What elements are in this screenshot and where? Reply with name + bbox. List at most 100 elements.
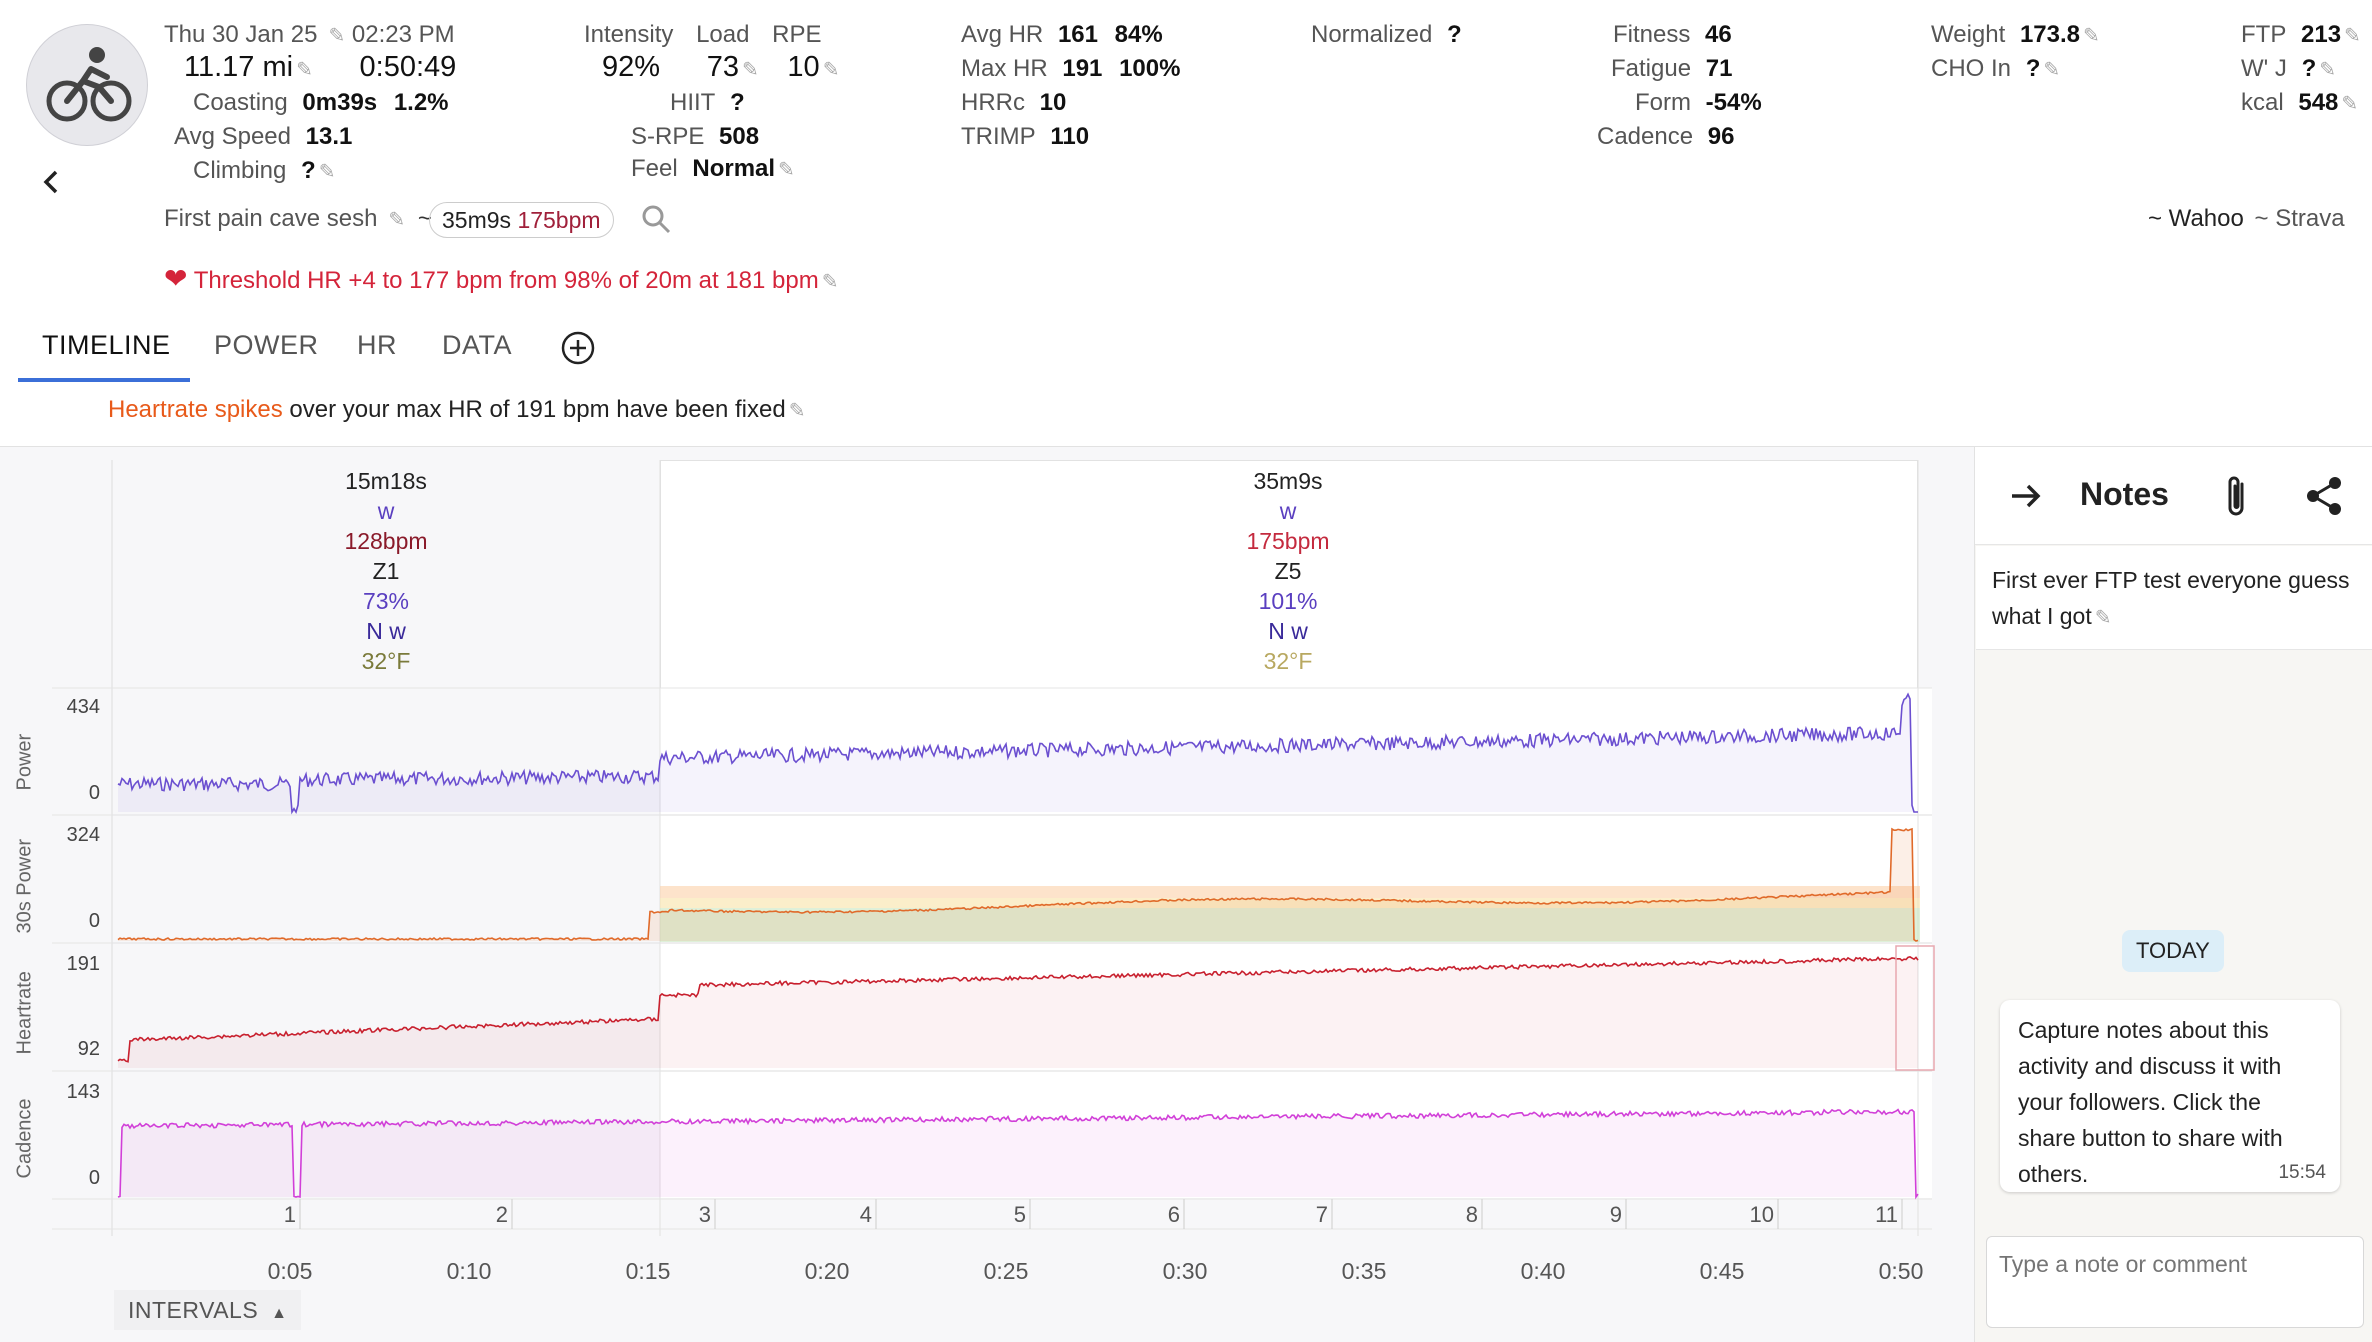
tab-hr[interactable]: HR <box>357 330 397 360</box>
interval-label[interactable]: 1 <box>283 1202 296 1227</box>
seg2-power: w <box>1279 498 1297 524</box>
fatigue-label: Fatigue <box>1611 55 1692 82</box>
avg-hr-pct: 84% <box>1114 21 1163 48</box>
feel-value: Normal <box>692 155 776 182</box>
divider <box>0 446 2372 447</box>
seg2-pct: 101% <box>1258 588 1318 614</box>
interval-label[interactable]: 9 <box>1609 1202 1622 1227</box>
cadence-series-line <box>117 1108 1919 1200</box>
avg-hr-value: 161 <box>1057 21 1098 48</box>
kcal-value: 548 <box>2298 89 2339 116</box>
max-hr-pct: 100% <box>1119 55 1181 82</box>
edit-rpe-icon[interactable]: ✎ <box>822 59 840 81</box>
notes-title: Notes <box>2080 476 2169 512</box>
wj-row: W' J ? ✎ <box>2241 54 2336 85</box>
intensity-label: Intensity <box>584 21 674 48</box>
interval-label[interactable]: 8 <box>1465 1202 1478 1227</box>
edit-kcal-icon[interactable]: ✎ <box>2341 93 2359 115</box>
intensity-values: 92% 73 ✎ 10 ✎ <box>602 52 839 85</box>
segment-2-box[interactable] <box>660 460 1918 688</box>
ftp-row: FTP 213 ✎ <box>2241 20 2361 51</box>
seg2-hr: 175bpm <box>1246 528 1330 554</box>
hrrc-value: 10 <box>1039 89 1067 116</box>
paperclip-icon <box>2228 476 2244 516</box>
search-button[interactable] <box>639 202 673 236</box>
activity-avatar <box>26 24 148 146</box>
max-hr-value: 191 <box>1062 55 1103 82</box>
x-tick-label: 0:35 <box>1341 1258 1387 1284</box>
interval-label[interactable]: 4 <box>859 1202 872 1227</box>
segment-1-box[interactable] <box>112 460 660 688</box>
threshold-alert: ❤ Threshold HR +4 to 177 bpm from 98% of… <box>164 264 838 297</box>
interval-label[interactable]: 11 <box>1875 1202 1898 1227</box>
rpe-value: 10 <box>787 51 820 83</box>
active-tab-indicator <box>18 378 190 382</box>
interval-label[interactable]: 3 <box>698 1202 711 1227</box>
hrrc-label: HRRc <box>961 89 1025 116</box>
note-input-box[interactable] <box>1986 1236 2364 1328</box>
edit-load-icon[interactable]: ✎ <box>741 59 759 81</box>
kcal-row: kcal 548 ✎ <box>2241 88 2358 119</box>
intervals-button[interactable]: INTERVALS ▲ <box>114 1290 302 1330</box>
note-description-box[interactable] <box>1976 546 2372 650</box>
source-wahoo[interactable]: ~ Wahoo <box>2148 205 2244 232</box>
fitness-value: 46 <box>1705 21 1732 48</box>
back-button[interactable] <box>36 166 68 198</box>
x-tick-label: 0:20 <box>804 1258 850 1284</box>
form-label: Form <box>1635 89 1691 116</box>
power-max-tick: 434 <box>66 696 100 718</box>
power-series-line <box>117 692 1918 815</box>
source-strava[interactable]: ~ Strava <box>2254 205 2345 232</box>
weight-value: 173.8 <box>2019 21 2080 48</box>
tab-data[interactable]: DATA <box>442 330 513 360</box>
seg1-hr: 128bpm <box>344 528 428 554</box>
edit-ftp-icon[interactable]: ✎ <box>2344 25 2361 47</box>
edit-date-icon[interactable]: ✎ <box>328 25 346 47</box>
today-badge: TODAY <box>2122 930 2224 972</box>
share-button[interactable] <box>2302 474 2346 518</box>
tab-timeline[interactable]: TIMELINE <box>42 330 171 360</box>
interval-label[interactable]: 10 <box>1749 1202 1774 1227</box>
edit-notice-icon[interactable]: ✎ <box>788 400 806 422</box>
edit-threshold-icon[interactable]: ✎ <box>821 271 839 293</box>
x-tick-label: 0:45 <box>1699 1258 1745 1284</box>
seg1-temp: 32°F <box>361 648 411 674</box>
edit-climbing-icon[interactable]: ✎ <box>318 161 336 183</box>
normalized-row: Normalized ? <box>1311 20 1462 50</box>
fatigue-value: 71 <box>1705 55 1733 82</box>
cadence-row: Cadence 96 <box>1597 122 1734 152</box>
note-description-text: First ever FTP test everyone guess what … <box>1992 567 2350 629</box>
add-tab-button[interactable] <box>560 330 596 366</box>
x-tick-label: 0:50 <box>1878 1258 1924 1284</box>
interval-label[interactable]: 2 <box>495 1202 508 1227</box>
edit-wj-icon[interactable]: ✎ <box>2319 59 2337 81</box>
edit-name-icon[interactable]: ✎ <box>388 209 406 231</box>
timeline-chart[interactable] <box>0 0 1974 1342</box>
interval-label[interactable]: 5 <box>1013 1202 1026 1227</box>
notice-highlight[interactable]: Heartrate spikes <box>108 396 283 423</box>
interval-label[interactable]: 6 <box>1167 1202 1180 1227</box>
load-value: 73 <box>706 51 739 83</box>
edit-weight-icon[interactable]: ✎ <box>2083 25 2100 47</box>
edit-distance-icon[interactable]: ✎ <box>296 59 313 81</box>
edit-cho-icon[interactable]: ✎ <box>2043 59 2061 81</box>
collapse-notes-button[interactable] <box>2006 476 2046 516</box>
x-tick-label: 0:40 <box>1520 1258 1566 1284</box>
max-hr-row: Max HR 191 100% <box>961 54 1180 84</box>
heart-icon: ❤ <box>164 263 188 294</box>
activity-name-row: First pain cave sesh ✎ ~ <box>164 204 438 235</box>
climbing-label: Climbing <box>193 157 287 184</box>
tab-power[interactable]: POWER <box>214 330 319 360</box>
fitness-label: Fitness <box>1613 21 1691 48</box>
edit-description-icon[interactable]: ✎ <box>2094 607 2112 629</box>
distance-value: 11.17 mi <box>184 51 294 83</box>
climbing-value: ? <box>301 157 316 184</box>
srpe-value: 508 <box>719 123 760 150</box>
feel-row: Feel Normal ✎ <box>631 154 795 185</box>
normalized-value: ? <box>1447 21 1462 48</box>
attach-button[interactable] <box>2220 472 2254 520</box>
best-effort-chip[interactable]: 35m9s 175bpm <box>429 202 614 238</box>
note-input[interactable] <box>1999 1247 2349 1281</box>
interval-label[interactable]: 7 <box>1315 1202 1328 1227</box>
edit-feel-icon[interactable]: ✎ <box>778 159 795 181</box>
